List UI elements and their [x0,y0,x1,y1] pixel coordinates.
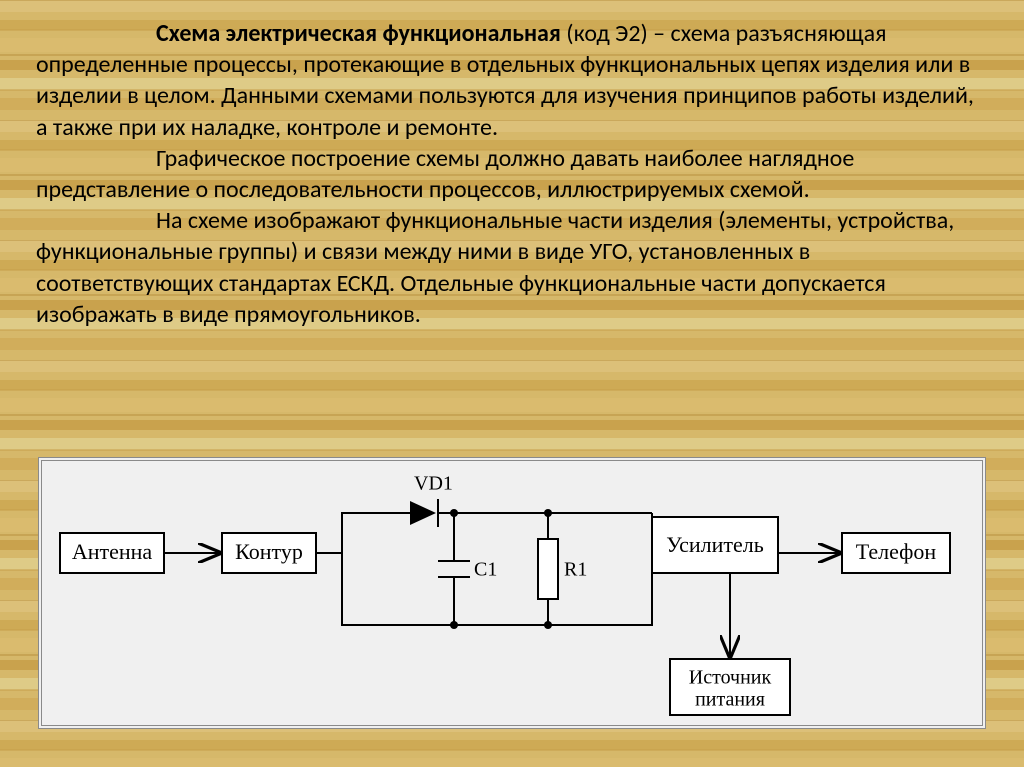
paragraph-2: Графическое построение схемы должно дава… [36,143,988,205]
paragraph-1: Схема электрическая функциональная (код … [36,18,988,143]
wire-contour-out-top [316,513,400,553]
label-r1: R1 [564,559,587,581]
component-resistor: R1 [538,509,587,629]
label-power-l2: питания [695,689,765,711]
label-amplifier: Усилитель [666,532,764,557]
diagram-svg: Антенна Контур VD1 [42,461,982,725]
label-antenna: Антенна [72,539,153,564]
circuit-diagram: Антенна Контур VD1 [38,457,986,729]
title-bold: Схема электрическая функциональная [156,19,561,48]
component-diode: VD1 [400,473,652,527]
label-power-l1: Источник [689,667,772,689]
component-capacitor: C1 [438,509,497,629]
label-vd1: VD1 [414,473,453,495]
label-phone: Телефон [856,539,937,564]
slide-page: Схема электрическая функциональная (код … [0,0,1024,767]
body-text: Схема электрическая функциональная (код … [36,18,988,330]
label-c1: C1 [474,559,497,581]
label-contour: Контур [235,539,303,564]
paragraph-3: На схеме изображают функциональные части… [36,205,988,330]
